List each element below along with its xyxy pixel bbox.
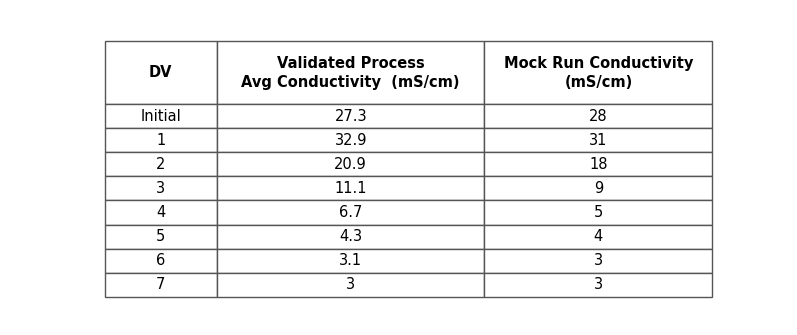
Bar bbox=[104, 152, 217, 176]
Bar bbox=[485, 104, 713, 128]
Bar bbox=[104, 224, 217, 249]
Text: 6: 6 bbox=[156, 253, 166, 268]
Bar bbox=[485, 273, 713, 297]
Bar bbox=[217, 273, 485, 297]
Bar bbox=[217, 104, 485, 128]
Text: Validated Process
Avg Conductivity  (mS/cm): Validated Process Avg Conductivity (mS/c… bbox=[241, 56, 460, 90]
Text: 5: 5 bbox=[594, 205, 603, 220]
Text: 7: 7 bbox=[156, 277, 166, 292]
Text: 2: 2 bbox=[156, 157, 166, 172]
Text: 27.3: 27.3 bbox=[335, 109, 367, 124]
Bar bbox=[217, 200, 485, 224]
Bar bbox=[217, 249, 485, 273]
Text: 20.9: 20.9 bbox=[335, 157, 367, 172]
Text: 3: 3 bbox=[346, 277, 355, 292]
Text: 4: 4 bbox=[156, 205, 166, 220]
Bar bbox=[485, 152, 713, 176]
Bar bbox=[485, 176, 713, 200]
Bar bbox=[217, 42, 485, 104]
Text: 32.9: 32.9 bbox=[335, 133, 367, 148]
Bar bbox=[217, 224, 485, 249]
Text: 28: 28 bbox=[589, 109, 607, 124]
Text: 3: 3 bbox=[594, 253, 603, 268]
Bar bbox=[485, 42, 713, 104]
Bar bbox=[104, 200, 217, 224]
Bar bbox=[104, 42, 217, 104]
Text: 31: 31 bbox=[589, 133, 607, 148]
Bar bbox=[217, 152, 485, 176]
Text: Initial: Initial bbox=[140, 109, 181, 124]
Text: Mock Run Conductivity
(mS/cm): Mock Run Conductivity (mS/cm) bbox=[504, 56, 693, 90]
Bar bbox=[485, 128, 713, 152]
Bar bbox=[104, 273, 217, 297]
Text: 1: 1 bbox=[156, 133, 166, 148]
Text: 5: 5 bbox=[156, 229, 166, 244]
Text: DV: DV bbox=[149, 65, 172, 80]
Bar bbox=[217, 176, 485, 200]
Text: 3.1: 3.1 bbox=[340, 253, 363, 268]
Bar bbox=[485, 249, 713, 273]
Bar bbox=[217, 128, 485, 152]
Bar bbox=[104, 249, 217, 273]
Bar bbox=[485, 200, 713, 224]
Bar bbox=[104, 104, 217, 128]
Text: 6.7: 6.7 bbox=[339, 205, 363, 220]
Text: 9: 9 bbox=[594, 181, 603, 196]
Text: 18: 18 bbox=[589, 157, 607, 172]
Bar bbox=[104, 176, 217, 200]
Text: 4.3: 4.3 bbox=[340, 229, 363, 244]
Text: 3: 3 bbox=[594, 277, 603, 292]
Bar bbox=[104, 128, 217, 152]
Text: 11.1: 11.1 bbox=[335, 181, 367, 196]
Text: 3: 3 bbox=[156, 181, 165, 196]
Text: 4: 4 bbox=[594, 229, 603, 244]
Bar bbox=[485, 224, 713, 249]
